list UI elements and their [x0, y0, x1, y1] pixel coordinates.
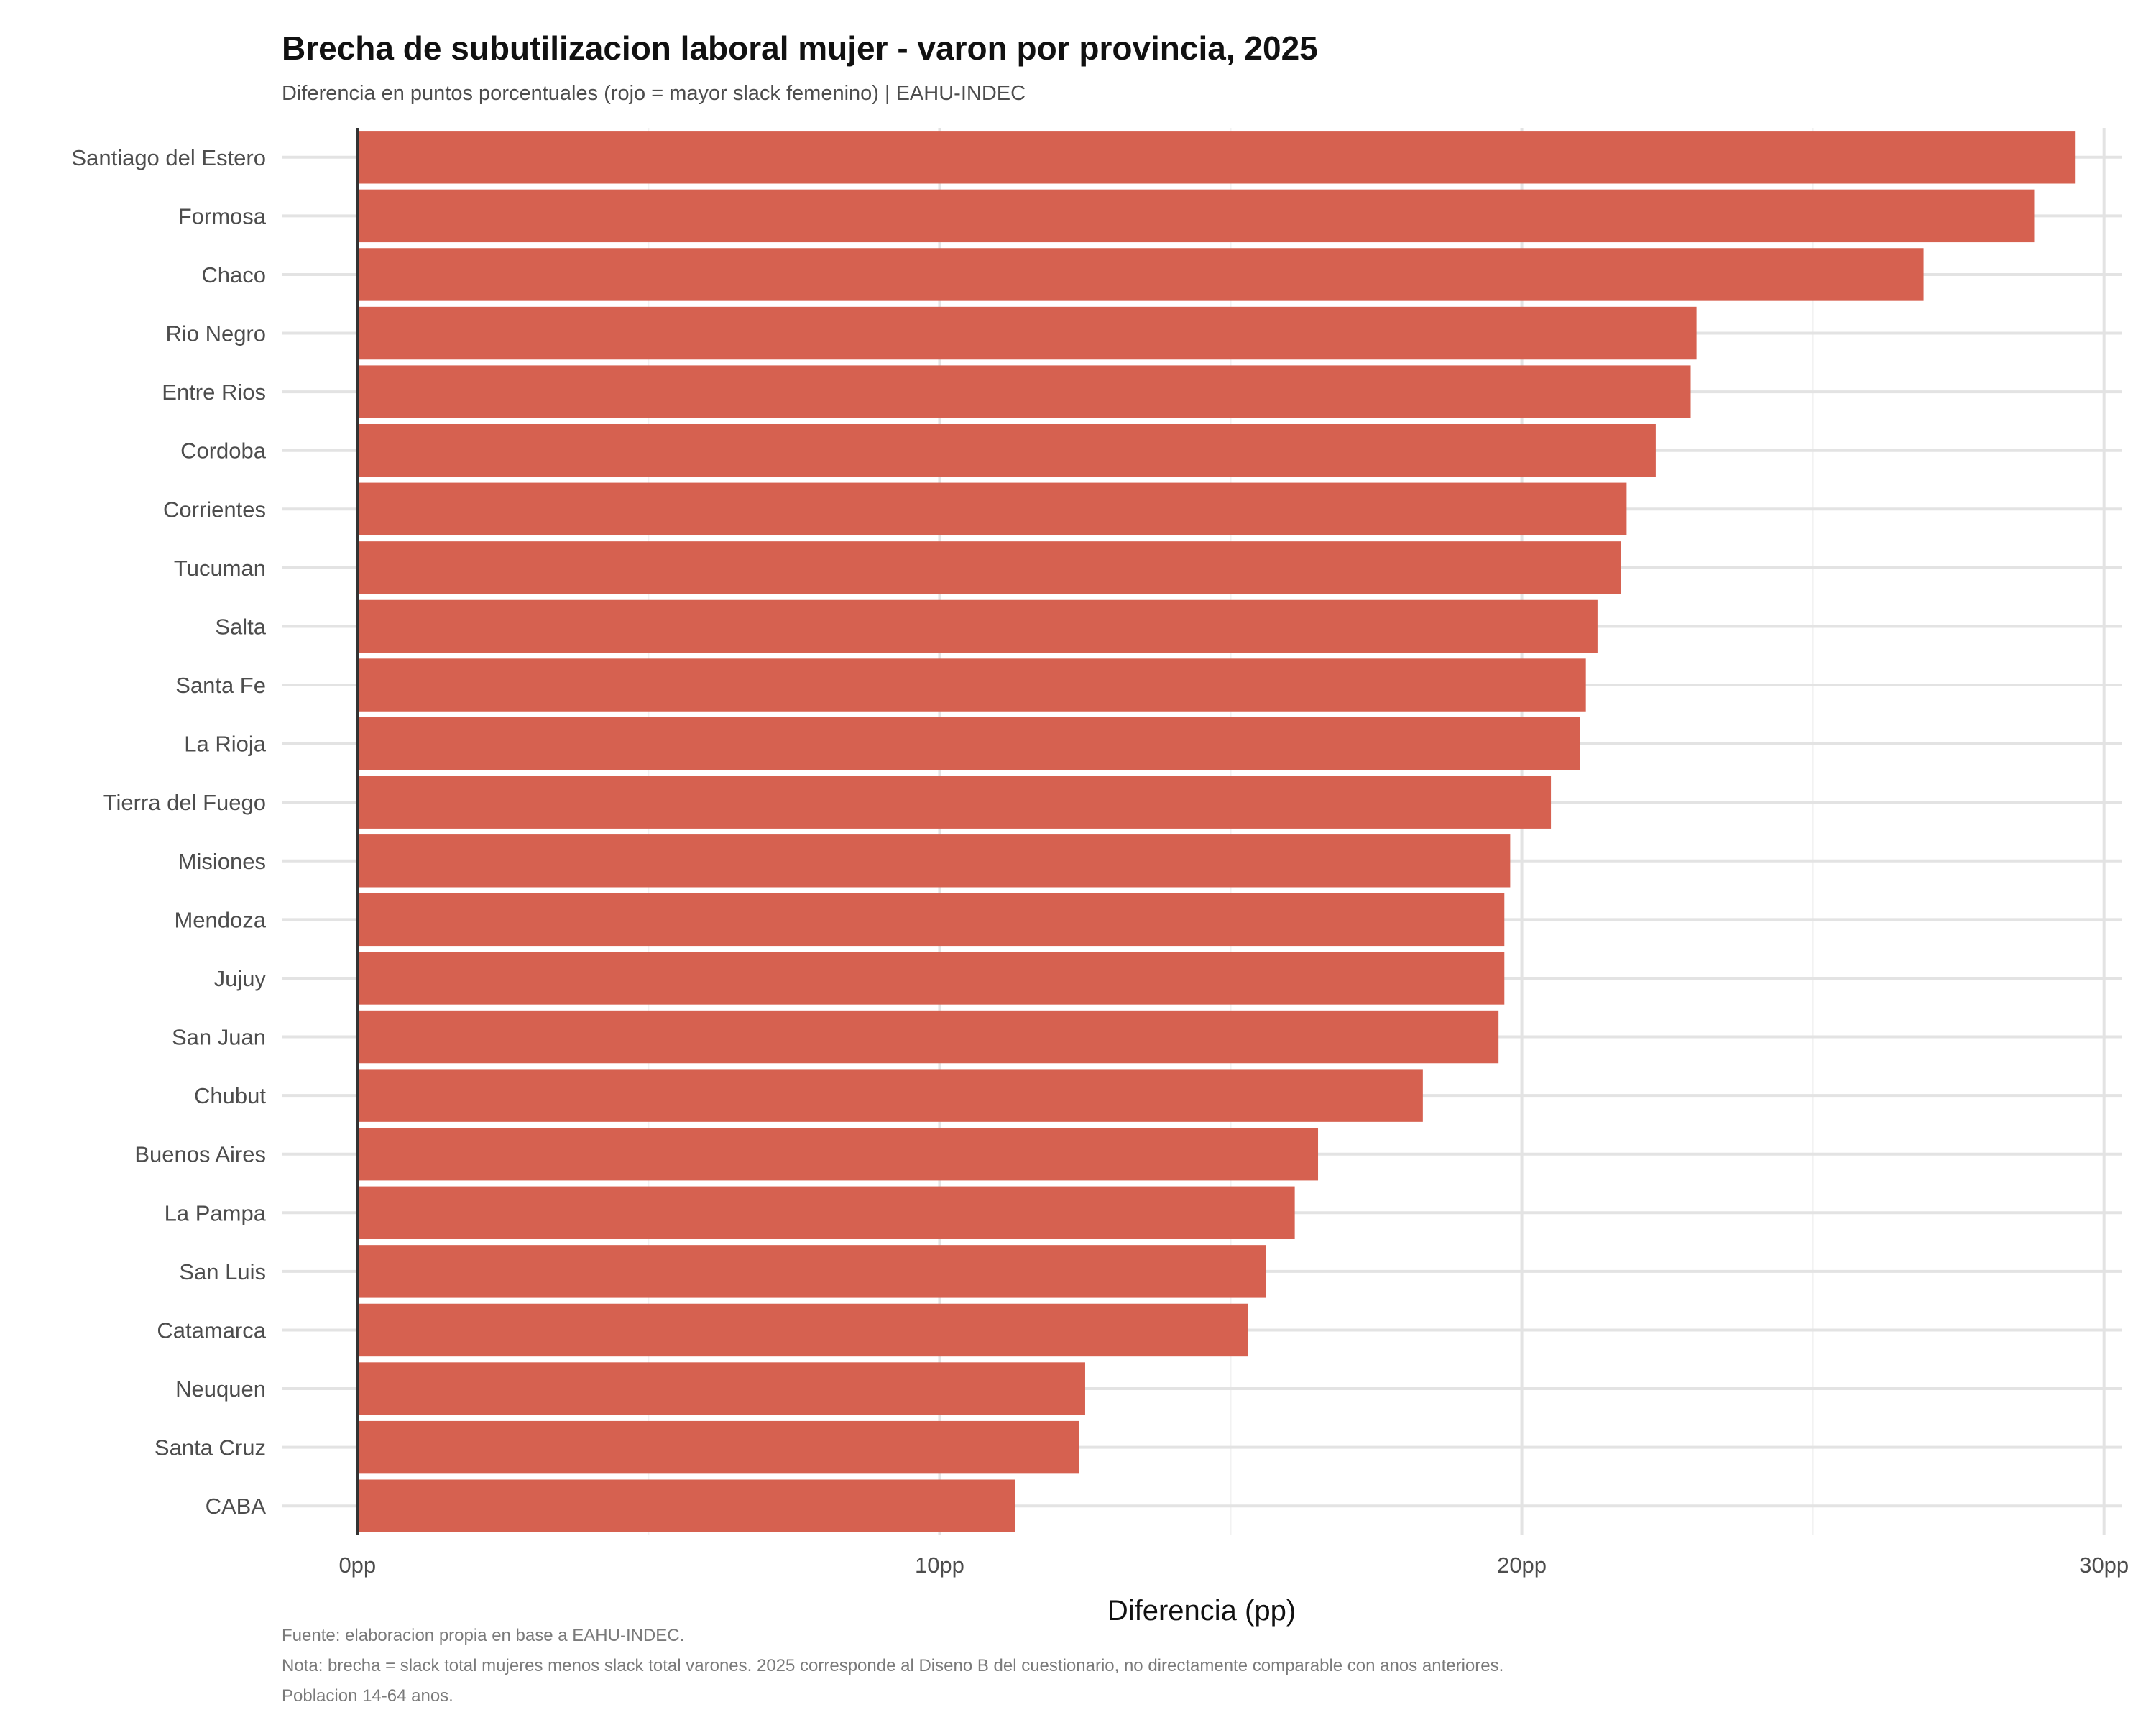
bar	[357, 1069, 1423, 1122]
y-axis-labels: Santiago del Estero Formosa Chaco Rio Negro…	[71, 145, 266, 1519]
y-axis-label: Entre Rios	[162, 380, 266, 405]
bars	[357, 131, 2076, 1532]
y-axis-label: Neuquen	[175, 1376, 266, 1402]
caption-note: Nota: brecha = slack total mujeres menos…	[282, 1656, 1504, 1675]
bar	[357, 952, 1505, 1005]
x-axis-title: Diferencia (pp)	[1107, 1595, 1296, 1627]
bar	[357, 893, 1505, 947]
bar	[357, 248, 1924, 301]
bar	[357, 717, 1580, 770]
y-axis-label: Salta	[215, 614, 266, 639]
caption-source: Fuente: elaboracion propia en base a EAH…	[282, 1626, 685, 1645]
bar	[357, 131, 2076, 184]
y-axis-label: La Rioja	[184, 732, 266, 757]
caption-population: Poblacion 14-64 anos.	[282, 1686, 453, 1706]
bar	[357, 658, 1586, 712]
y-axis-label: Santiago del Estero	[71, 145, 266, 170]
bar	[357, 1420, 1079, 1474]
y-axis-label: Tierra del Fuego	[103, 790, 266, 815]
bar	[357, 1479, 1015, 1532]
y-axis-label: Misiones	[178, 849, 266, 874]
bar	[357, 1245, 1266, 1298]
bar	[357, 306, 1697, 360]
bar	[357, 834, 1511, 888]
chart-title: Brecha de subutilizacion laboral mujer -…	[282, 29, 1318, 67]
y-axis-label: San Juan	[172, 1025, 266, 1050]
bar	[357, 482, 1627, 536]
y-axis-label: Catamarca	[157, 1317, 266, 1343]
y-axis-label: Jujuy	[214, 966, 267, 991]
y-axis-label: Santa Cruz	[155, 1435, 266, 1460]
y-axis-label: San Luis	[179, 1259, 266, 1284]
x-axis-tick-label: 0pp	[338, 1552, 376, 1578]
bar	[357, 423, 1656, 477]
bar	[357, 1303, 1248, 1357]
y-axis-label: Santa Fe	[175, 673, 266, 698]
bar	[357, 365, 1691, 418]
y-axis-label: Chubut	[194, 1083, 266, 1108]
bar	[357, 1362, 1085, 1415]
x-axis-tick-label: 10pp	[915, 1552, 964, 1578]
y-axis-label: Formosa	[178, 203, 267, 229]
bar	[357, 541, 1621, 594]
x-axis-tick-label: 30pp	[2079, 1552, 2129, 1578]
bar	[357, 1010, 1499, 1064]
y-axis-label: Corrientes	[163, 497, 266, 522]
y-axis-label: Tucuman	[174, 556, 266, 581]
y-axis-label: La Pampa	[165, 1200, 267, 1225]
bar	[357, 599, 1598, 653]
chart-subtitle: Diferencia en puntos porcentuales (rojo …	[282, 82, 1026, 105]
x-axis-tick-labels: 0pp 10pp 20pp 30pp	[338, 1552, 2129, 1578]
bar	[357, 1127, 1319, 1181]
y-axis-label: Chaco	[201, 262, 266, 288]
y-axis-label: Cordoba	[180, 438, 267, 464]
x-axis-tick-label: 20pp	[1497, 1552, 1547, 1578]
bar	[357, 189, 2035, 243]
y-axis-label: Mendoza	[174, 907, 266, 932]
bar	[357, 1186, 1295, 1240]
y-axis-label: Rio Negro	[165, 321, 266, 346]
y-axis-label: Buenos Aires	[134, 1142, 266, 1167]
bar	[357, 776, 1552, 829]
y-axis-label: CABA	[206, 1494, 267, 1519]
